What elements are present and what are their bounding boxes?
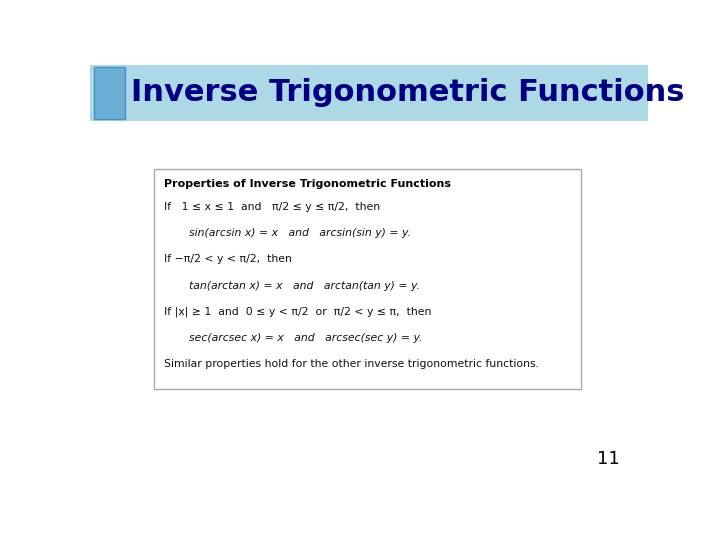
Text: 11: 11	[598, 450, 620, 468]
Text: Inverse Trigonometric Functions: Inverse Trigonometric Functions	[131, 78, 684, 107]
FancyBboxPatch shape	[90, 65, 648, 121]
Text: If |x| ≥ 1  and  0 ≤ y < π/2  or  π/2 < y ≤ π,  then: If |x| ≥ 1 and 0 ≤ y < π/2 or π/2 < y ≤ …	[164, 307, 431, 318]
Text: If −π/2 < y < π/2,  then: If −π/2 < y < π/2, then	[164, 254, 292, 265]
Text: If   1 ≤ x ≤ 1  and   π/2 ≤ y ≤ π/2,  then: If 1 ≤ x ≤ 1 and π/2 ≤ y ≤ π/2, then	[164, 202, 380, 212]
FancyBboxPatch shape	[94, 67, 125, 119]
FancyBboxPatch shape	[154, 168, 581, 389]
Text: Similar properties hold for the other inverse trigonometric functions.: Similar properties hold for the other in…	[164, 359, 539, 369]
Text: sec(arcsec x) = x   and   arcsec(sec y) = y.: sec(arcsec x) = x and arcsec(sec y) = y.	[189, 333, 423, 343]
Text: tan(arctan x) = x   and   arctan(tan y) = y.: tan(arctan x) = x and arctan(tan y) = y.	[189, 281, 420, 291]
Text: Properties of Inverse Trigonometric Functions: Properties of Inverse Trigonometric Func…	[164, 179, 451, 189]
Text: sin(arcsin x) = x   and   arcsin(sin y) = y.: sin(arcsin x) = x and arcsin(sin y) = y.	[189, 228, 411, 238]
